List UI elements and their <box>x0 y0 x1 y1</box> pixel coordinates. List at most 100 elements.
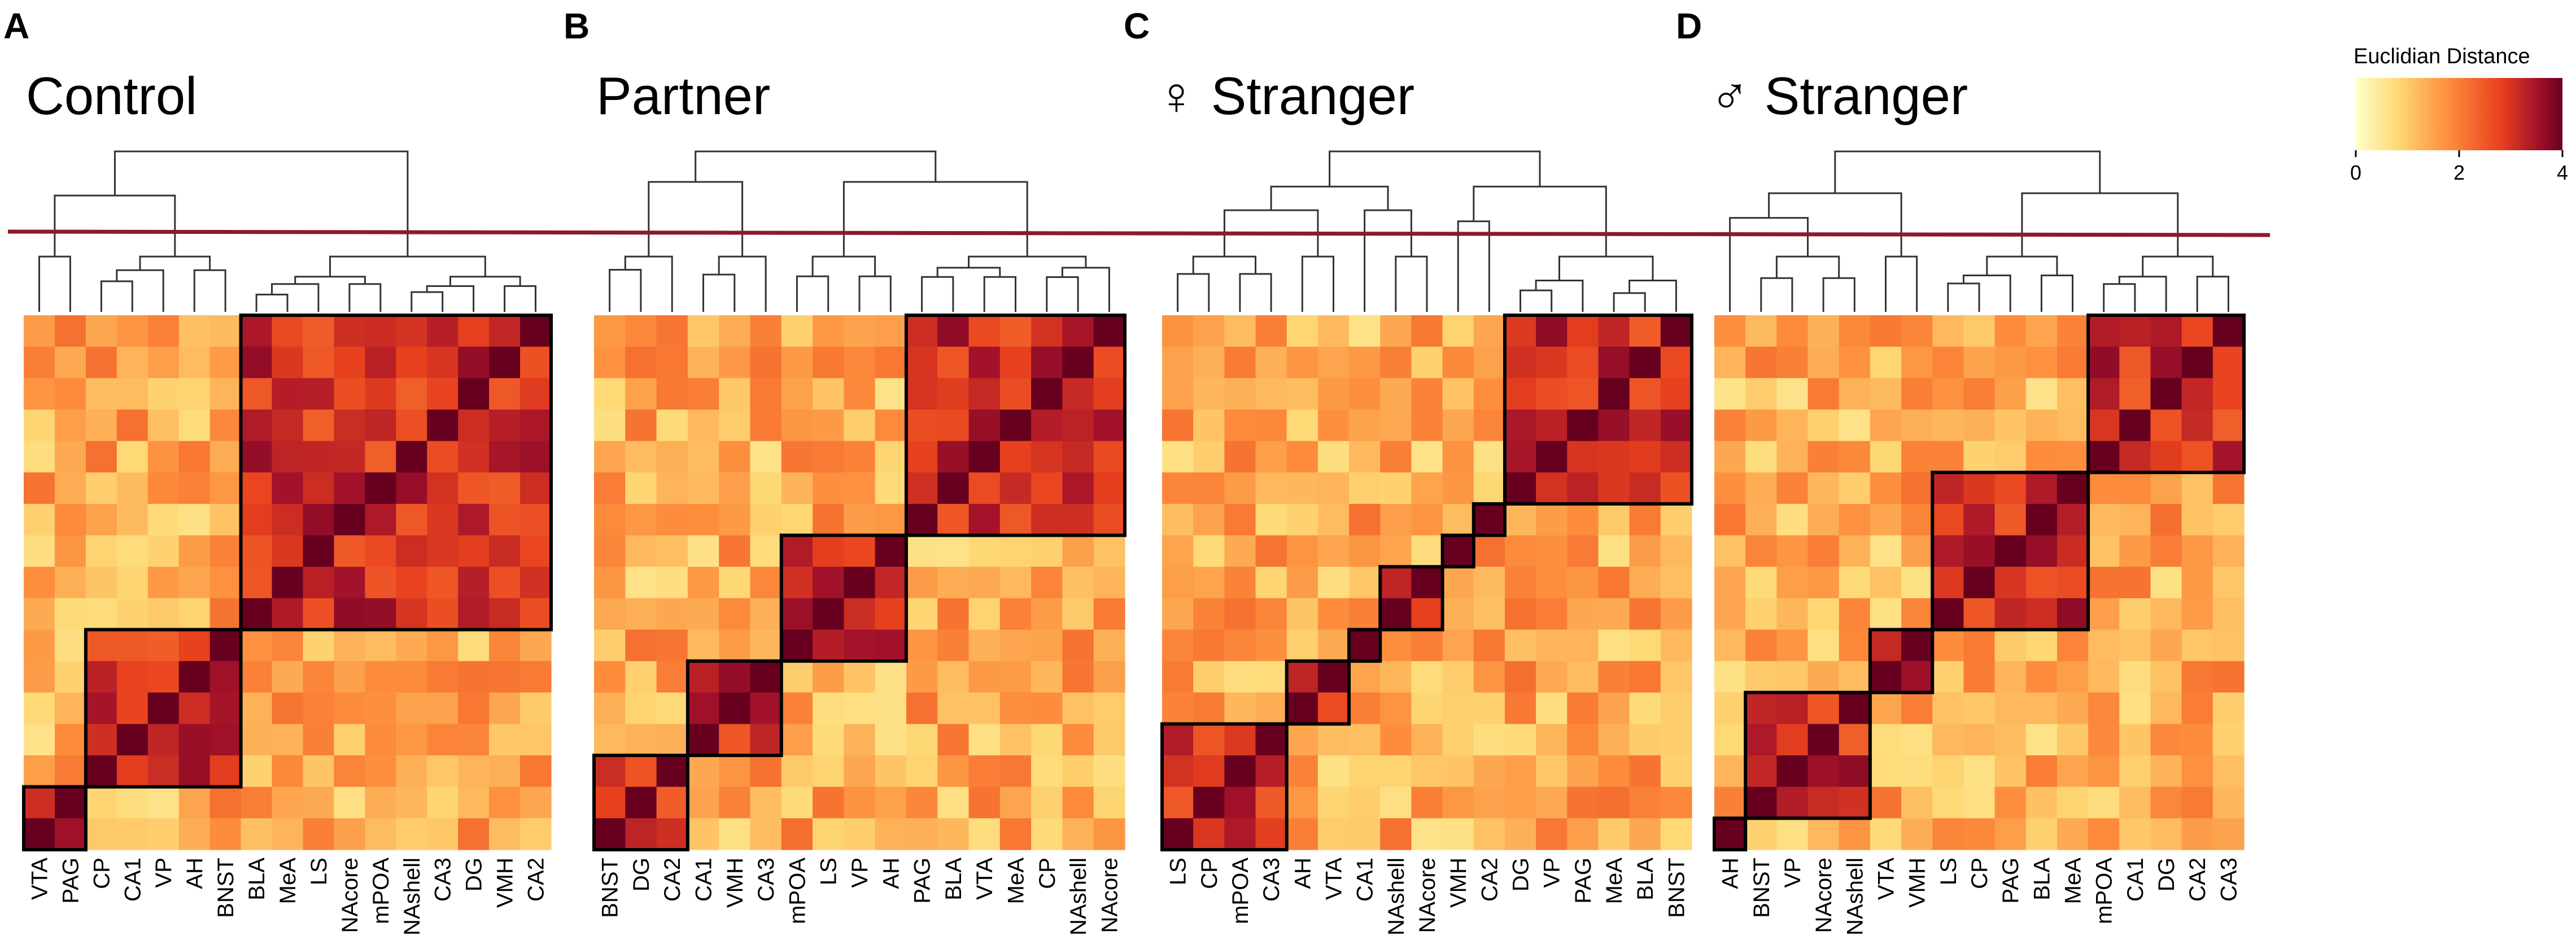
dendrogram-branch <box>1520 289 1553 311</box>
heatmap-cell <box>750 503 782 536</box>
heatmap-cell <box>750 661 782 693</box>
heatmap-cell <box>1317 567 1350 599</box>
heatmap-cell <box>1807 409 1840 442</box>
heatmap-cell <box>625 535 657 567</box>
heatmap-cell <box>2150 567 2182 599</box>
heatmap-cell <box>781 629 813 662</box>
legend-colorbar <box>2356 78 2562 150</box>
heatmap-cell <box>1839 346 1871 379</box>
heatmap-cell <box>116 629 149 662</box>
x-tick-label: VTA <box>972 858 997 900</box>
heatmap-cell <box>2150 535 2182 567</box>
heatmap-cell <box>1224 818 1256 850</box>
heatmap-cell <box>334 598 365 630</box>
heatmap-cell <box>1380 315 1412 347</box>
heatmap-cell <box>1963 786 1996 819</box>
heatmap-cell <box>520 818 552 850</box>
x-tick-label: CP <box>1197 858 1222 889</box>
heatmap-cell <box>1442 441 1474 473</box>
heatmap-cell <box>1504 535 1536 567</box>
heatmap-cell <box>906 315 938 347</box>
heatmap-cell <box>1380 441 1412 473</box>
heatmap-cell <box>334 441 365 473</box>
heatmap-cell <box>625 786 657 819</box>
heatmap-cell <box>272 598 304 630</box>
heatmap-cell <box>875 346 907 379</box>
heatmap-cell <box>1504 441 1536 473</box>
heatmap-cell <box>875 567 907 599</box>
heatmap-cell <box>1442 409 1474 442</box>
dendrogram-branch <box>1947 282 1980 311</box>
heatmap-cell <box>1932 598 1964 630</box>
heatmap-cell <box>1062 629 1094 662</box>
heatmap-cell <box>813 598 844 630</box>
heatmap-cell <box>116 567 149 599</box>
heatmap-cell <box>1093 598 1125 630</box>
heatmap-cell <box>1901 755 1933 788</box>
heatmap-cell <box>147 692 180 725</box>
dendrogram-branch <box>411 291 444 311</box>
heatmap-cell <box>54 567 86 599</box>
heatmap-cell <box>1745 598 1777 630</box>
heatmap-cell <box>1963 503 1996 536</box>
heatmap-cell <box>656 661 688 693</box>
heatmap-cell <box>1349 567 1381 599</box>
heatmap-cell <box>1504 503 1536 536</box>
heatmap-cell <box>241 786 273 819</box>
heatmap-cell <box>656 315 688 347</box>
x-tick-label: CA2 <box>2185 858 2210 902</box>
heatmap-cell <box>844 598 876 630</box>
x-tick-label: VMH <box>493 858 518 908</box>
heatmap-cell <box>844 661 876 693</box>
heatmap-cell <box>781 724 813 756</box>
x-tick-label: BNST <box>1749 858 1774 918</box>
heatmap-cell <box>54 629 86 662</box>
heatmap-cell <box>1193 441 1225 473</box>
heatmap-cell <box>1031 818 1063 850</box>
dendrogram-branch <box>1834 150 2101 193</box>
heatmap-cell <box>85 629 117 662</box>
heatmap-cell <box>520 409 552 442</box>
heatmap-cell <box>2150 378 2182 410</box>
heatmap-cell <box>1031 629 1063 662</box>
heatmap-cell <box>875 661 907 693</box>
heatmap-cell <box>1349 409 1381 442</box>
heatmap-cell <box>1660 567 1692 599</box>
heatmap-cell <box>2181 661 2213 693</box>
x-tick-label: BNST <box>598 858 623 918</box>
heatmap-cell <box>656 472 688 505</box>
heatmap-cell <box>396 472 427 505</box>
heatmap-cell <box>1224 409 1256 442</box>
heatmap-cell <box>520 786 552 819</box>
dendrogram-branch <box>1885 255 1918 311</box>
x-tick-label: NAshell <box>1066 858 1091 936</box>
heatmap-cell <box>1714 409 1746 442</box>
heatmap-cell <box>396 441 427 473</box>
heatmap-cell <box>24 755 55 788</box>
heatmap-cell <box>1093 818 1125 850</box>
heatmap-cell <box>1473 598 1505 630</box>
heatmap-cell <box>906 692 938 725</box>
heatmap-cell <box>1870 567 1902 599</box>
heatmap-cell <box>2119 786 2151 819</box>
x-tick-label: CA1 <box>120 858 145 902</box>
heatmap-cell <box>719 598 751 630</box>
x-tick-label: mPOA <box>785 858 810 924</box>
heatmap-cell <box>1901 535 1933 567</box>
heatmap-cell <box>427 346 459 379</box>
heatmap-cell <box>813 755 844 788</box>
heatmap-cell <box>1807 598 1840 630</box>
heatmap-cell <box>241 598 273 630</box>
dendrogram-branch <box>348 283 382 311</box>
heatmap-cell <box>427 409 459 442</box>
heatmap-cell <box>272 724 304 756</box>
heatmap-cell <box>1745 346 1777 379</box>
heatmap-cell <box>968 441 1001 473</box>
heatmap-cell <box>1193 818 1225 850</box>
heatmap-cell <box>844 472 876 505</box>
heatmap-cell <box>116 409 149 442</box>
heatmap-cell <box>1442 378 1474 410</box>
heatmap-cell <box>1567 724 1599 756</box>
heatmap-cell <box>1776 598 1809 630</box>
heatmap-cell <box>1255 378 1287 410</box>
